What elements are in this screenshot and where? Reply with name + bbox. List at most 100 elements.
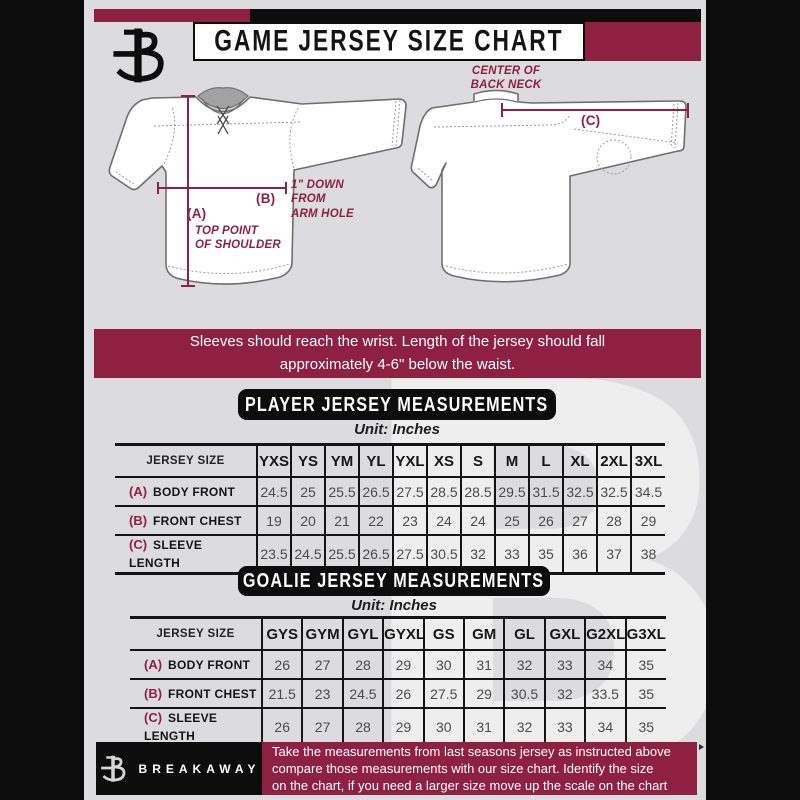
header-accent-bar: [94, 9, 701, 22]
measurement-value: 24.5: [256, 477, 291, 506]
measurement-value: 19: [256, 506, 291, 535]
measurement-value: 38: [630, 535, 665, 574]
measurement-value: 31.5: [528, 477, 563, 506]
measurement-value: 26.5: [358, 477, 393, 506]
table-row: (B) FRONT CHEST 21.5 23 24.5 26 27.5 29 30.5 32 33…: [130, 679, 666, 708]
page-title: GAME JERSEY SIZE CHART: [214, 24, 564, 58]
measurement-value: 31: [462, 708, 505, 747]
measurement-value: 32: [503, 650, 545, 679]
measurement-value: 28: [341, 650, 384, 679]
measurement-value: 28: [596, 506, 631, 535]
row-key: (B): [129, 512, 148, 528]
size-column-header: GS: [422, 617, 464, 650]
size-column-header: GYS: [260, 617, 303, 650]
measurement-value: 22: [358, 506, 393, 535]
measurement-value: 34: [584, 708, 626, 747]
measurement-value: 29: [630, 506, 665, 535]
page-curl-mark: [699, 744, 704, 750]
row-key: (A): [129, 483, 148, 499]
measurement-value: 29: [382, 650, 424, 679]
goalie-measurements-table: JERSEY SIZE GYS GYM GYL GYXL GS GM GL GXL G2XL G3X…: [130, 616, 666, 748]
measurement-value: 32.5: [596, 477, 631, 506]
measure-label-a: (A): [187, 206, 207, 221]
measurement-value: 28.5: [426, 477, 461, 506]
breakaway-monogram-small-icon: [100, 755, 125, 782]
measurement-value: 30: [422, 708, 464, 747]
measure-label-c: (C): [581, 113, 601, 128]
measurement-value: 31: [462, 650, 505, 679]
measurement-value: 27.5: [422, 679, 464, 708]
content-area: B GAME JERSEY SIZE CHART: [84, 0, 706, 800]
row-label-cell: (A) BODY FRONT: [130, 650, 262, 679]
player-unit-label: Unit: Inches: [354, 421, 440, 438]
measurement-value: 29: [382, 708, 424, 747]
measurement-value: 24: [460, 506, 495, 535]
header-accent-bar-maroon: [94, 9, 250, 22]
jersey-size-header: JERSEY SIZE: [146, 455, 225, 467]
table-row: (C) SLEEVE LENGTH 26 27 28 29 30 31 32 33 34 35: [130, 708, 666, 747]
size-column-header: GYM: [301, 617, 343, 650]
measurement-value: 33: [543, 650, 586, 679]
measurement-value: 36: [562, 535, 597, 574]
row-label: SLEEVE LENGTH: [144, 711, 218, 743]
table-header-row: JERSEY SIZE GYS GYM GYL GYXL GS GM GL GXL G2XL G3X…: [130, 617, 666, 650]
measurement-value: 21: [324, 506, 359, 535]
size-column-header: G3XL: [624, 617, 666, 650]
size-column-header: GYL: [341, 617, 384, 650]
size-column-header: 2XL: [596, 444, 631, 477]
measurement-value: 26: [260, 650, 303, 679]
size-column-header: YL: [358, 444, 393, 477]
fit-notice-banner: Sleeves should reach the wrist. Length o…: [94, 329, 701, 378]
row-key: (B): [144, 685, 163, 701]
player-measurements-table: JERSEY SIZE YXS YS YM YL YXL XS S M L XL 2XL 3XL (A) B…: [115, 443, 665, 575]
title-maroon-block: [585, 22, 701, 61]
size-column-header: 3XL: [630, 444, 665, 477]
measurement-value: 24: [426, 506, 461, 535]
measurement-value: 27: [301, 650, 343, 679]
row-key: (C): [129, 537, 148, 552]
measurement-value: 34: [584, 650, 626, 679]
size-column-header: YXL: [392, 444, 427, 477]
measurement-value: 28: [341, 708, 384, 747]
row-label-cell: (C) SLEEVE LENGTH: [115, 535, 257, 574]
size-column-header: G2XL: [584, 617, 626, 650]
row-label: BODY FRONT: [168, 657, 251, 672]
footer-brand-box: BREAKAWAY: [96, 742, 262, 795]
size-column-header: GL: [503, 617, 545, 650]
table-row: (A) BODY FRONT 24.5 25 25.5 26.5 27.5 28.5 28.5 2…: [115, 477, 665, 506]
row-label-cell: (C) SLEEVE LENGTH: [130, 708, 262, 747]
brand-name: BREAKAWAY: [138, 761, 261, 776]
row-label-cell: (B) FRONT CHEST: [115, 506, 257, 535]
breakaway-monogram-icon: [113, 28, 164, 83]
size-column-header: GYXL: [382, 617, 424, 650]
size-column-header: L: [528, 444, 563, 477]
measurement-value: 21.5: [260, 679, 303, 708]
measurement-value: 28.5: [460, 477, 495, 506]
measure-note-a: TOP POINT OF SHOULDER: [195, 225, 281, 252]
footer-instructions-box: Take the measurements from last seasons …: [262, 742, 697, 795]
measurement-value: 20: [290, 506, 325, 535]
row-label: BODY FRONT: [153, 484, 236, 499]
measurement-value: 23: [392, 506, 427, 535]
player-section-title: PLAYER JERSEY MEASUREMENTS: [245, 392, 549, 416]
measurement-value: 34.5: [630, 477, 665, 506]
measurement-value: 27: [562, 506, 597, 535]
measurement-value: 35: [624, 650, 666, 679]
row-key: (C): [144, 710, 163, 725]
measurement-value: 24.5: [341, 679, 384, 708]
size-column-header: S: [460, 444, 495, 477]
measurement-value: 29.5: [494, 477, 529, 506]
measurement-value: 27: [301, 708, 343, 747]
size-column-header: YXS: [256, 444, 291, 477]
row-label: FRONT CHEST: [153, 513, 242, 528]
measurement-value: 35: [624, 708, 666, 747]
measurement-value: 37: [596, 535, 631, 574]
measurement-value: 33: [543, 708, 586, 747]
measurement-value: 26: [260, 708, 303, 747]
measurement-value: 26: [382, 679, 424, 708]
jersey-size-header: JERSEY SIZE: [156, 628, 235, 640]
measurement-value: 32: [503, 708, 545, 747]
size-column-header: GM: [462, 617, 505, 650]
title-box: GAME JERSEY SIZE CHART: [193, 22, 585, 61]
